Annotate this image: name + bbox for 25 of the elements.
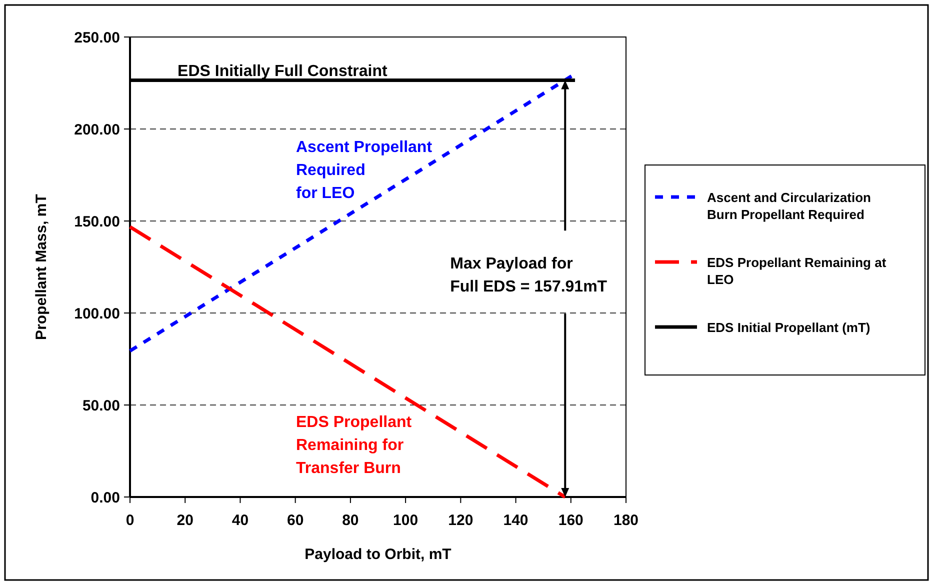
legend-label: Ascent and Circularization Burn Propellant Required: [707, 190, 872, 222]
y-tick-label: 250.00: [74, 29, 120, 46]
x-axis-title: Payload to Orbit, mT: [304, 546, 452, 563]
y-tick-label: 100.00: [74, 305, 120, 322]
y-tick-label: 200.00: [74, 121, 120, 138]
legend-label: EDS Propellant Remaining at LEO: [707, 255, 887, 287]
x-tick-label: 120: [448, 512, 474, 529]
annotation: Ascent Propellant Required for LEO: [296, 139, 433, 202]
x-tick-label: 140: [503, 512, 528, 529]
x-tick-label: 80: [342, 512, 359, 529]
ref-line-label: Max Payload for Full EDS = 157.91mT: [450, 256, 608, 296]
y-tick-label: 0.00: [90, 489, 120, 506]
y-tick-label: 150.00: [74, 213, 120, 230]
x-tick-label: 40: [232, 512, 249, 529]
x-tick-label: 20: [176, 512, 194, 529]
x-tick-label: 160: [558, 512, 584, 529]
annotation: EDS Initially Full Constraint: [178, 63, 388, 80]
y-tick-label: 50.00: [82, 397, 120, 414]
x-tick-label: 0: [126, 512, 134, 529]
x-tick-label: 60: [286, 512, 304, 529]
legend-label: EDS Initial Propellant (mT): [707, 320, 870, 335]
x-tick-label: 100: [393, 512, 418, 529]
annotation: EDS Propellant Remaining for Transfer Burn: [296, 414, 412, 477]
x-tick-label: 180: [613, 512, 639, 529]
y-axis-title: Propellant Mass, mT: [33, 194, 50, 340]
